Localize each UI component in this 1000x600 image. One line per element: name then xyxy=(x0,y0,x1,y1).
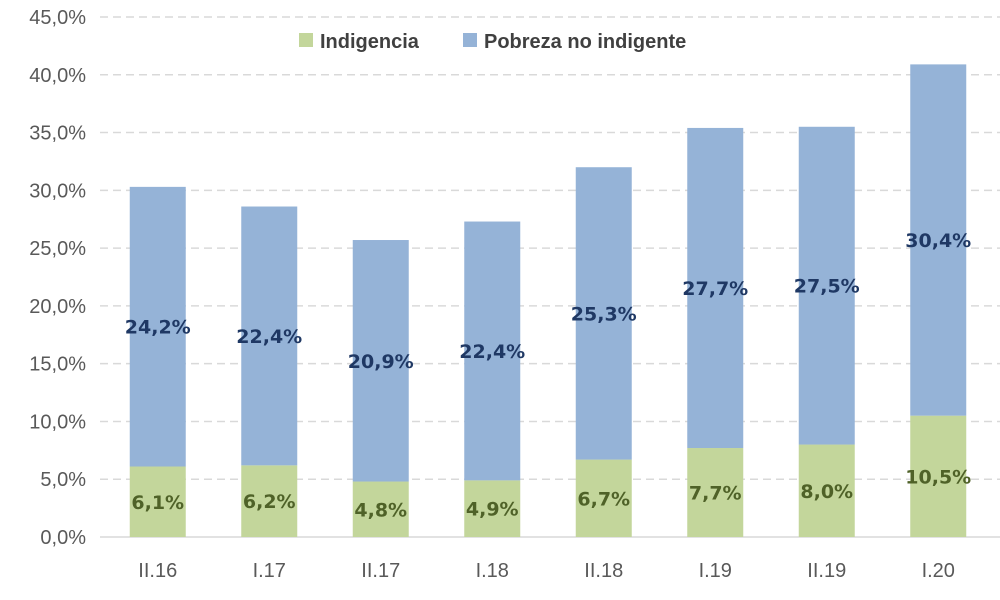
bar-pobreza xyxy=(798,126,855,445)
data-label: 20,9% xyxy=(348,351,414,373)
data-label: 22,4% xyxy=(459,341,525,363)
data-label: 27,7% xyxy=(682,278,748,300)
data-label: 6,7% xyxy=(577,488,630,510)
data-label: 6,2% xyxy=(243,491,296,513)
data-label: 4,9% xyxy=(466,499,519,521)
y-tick-label: 30,0% xyxy=(29,180,86,202)
data-label: 24,2% xyxy=(125,317,191,339)
data-label: 22,4% xyxy=(236,326,302,348)
data-label: 8,0% xyxy=(800,481,853,503)
bar-indigencia xyxy=(464,480,521,537)
data-label: 30,4% xyxy=(905,230,971,252)
data-label: 4,8% xyxy=(354,499,407,521)
x-tick-label: I.18 xyxy=(476,560,509,582)
bar-pobreza xyxy=(575,167,632,460)
data-label: 27,5% xyxy=(794,276,860,298)
gridlines xyxy=(100,16,1000,538)
bar-indigencia xyxy=(129,466,186,537)
bars: 6,1% 24,2% 6,2% 22,4% 4,8% 20,9% 4,9% 22,4% 6,7%… xyxy=(125,64,971,537)
x-tick-label: II.17 xyxy=(361,560,400,582)
data-label: 25,3% xyxy=(571,303,637,325)
x-tick-label: I.19 xyxy=(699,560,732,582)
legend: Indigencia Pobreza no indigente xyxy=(299,31,686,53)
x-tick-label: II.16 xyxy=(138,560,177,582)
data-label: 10,5% xyxy=(905,466,971,488)
x-tick-label: I.20 xyxy=(922,560,955,582)
bar-pobreza xyxy=(687,127,744,449)
bar-indigencia xyxy=(910,415,967,537)
y-tick-label: 0,0% xyxy=(40,527,86,549)
y-tick-label: 20,0% xyxy=(29,296,86,318)
legend-label-indigencia: Indigencia xyxy=(320,31,420,53)
y-tick-label: 40,0% xyxy=(29,65,86,87)
y-tick-label: 25,0% xyxy=(29,238,86,260)
bar-pobreza xyxy=(129,186,186,467)
x-axis: II.16 I.17 II.17 I.18 II.18 I.19 II.19 I.20 xyxy=(138,560,955,582)
y-tick-label: 10,0% xyxy=(29,411,86,433)
legend-swatch-pobreza xyxy=(463,33,477,47)
legend-label-pobreza: Pobreza no indigente xyxy=(484,31,686,53)
bar-indigencia xyxy=(687,448,744,537)
bar-pobreza xyxy=(352,240,409,482)
bar-indigencia xyxy=(798,444,855,537)
legend-swatch-indigencia xyxy=(299,33,313,47)
y-axis: 0,0% 5,0% 10,0% 15,0% 20,0% 25,0% 30,0% 35,0% 40… xyxy=(29,7,86,549)
y-tick-label: 5,0% xyxy=(40,469,86,491)
x-tick-label: II.18 xyxy=(584,560,623,582)
bar-indigencia xyxy=(241,465,298,537)
bar-pobreza xyxy=(464,221,521,481)
bar-pobreza xyxy=(241,206,298,466)
data-label: 6,1% xyxy=(131,492,184,514)
y-tick-label: 45,0% xyxy=(29,7,86,29)
x-tick-label: II.19 xyxy=(807,560,846,582)
bar-indigencia xyxy=(352,481,409,537)
x-tick-label: I.17 xyxy=(253,560,286,582)
y-tick-label: 15,0% xyxy=(29,354,86,376)
bar-indigencia xyxy=(575,459,632,537)
bar-pobreza xyxy=(910,64,967,416)
data-label: 7,7% xyxy=(689,483,742,505)
y-tick-label: 35,0% xyxy=(29,123,86,145)
